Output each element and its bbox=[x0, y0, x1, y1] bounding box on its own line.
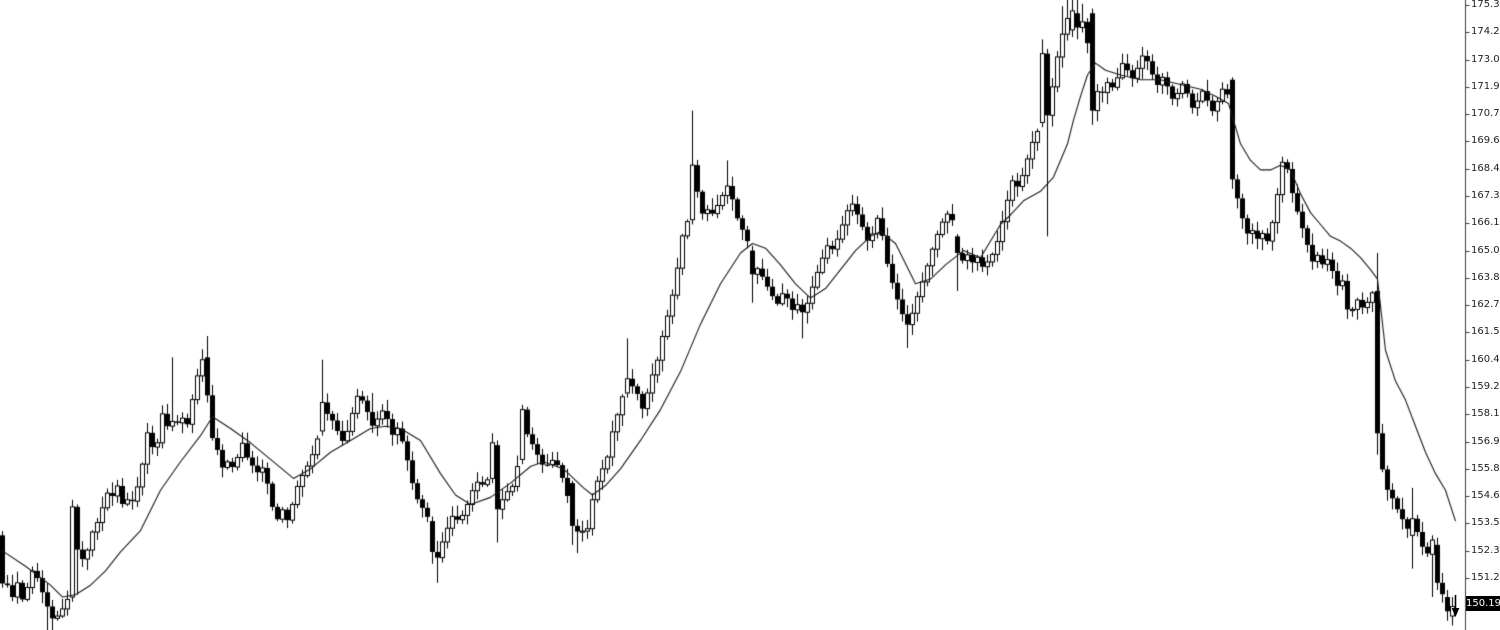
current-price-tag: 150.19 bbox=[1466, 596, 1500, 611]
price-down-arrow-icon bbox=[1451, 595, 1460, 617]
